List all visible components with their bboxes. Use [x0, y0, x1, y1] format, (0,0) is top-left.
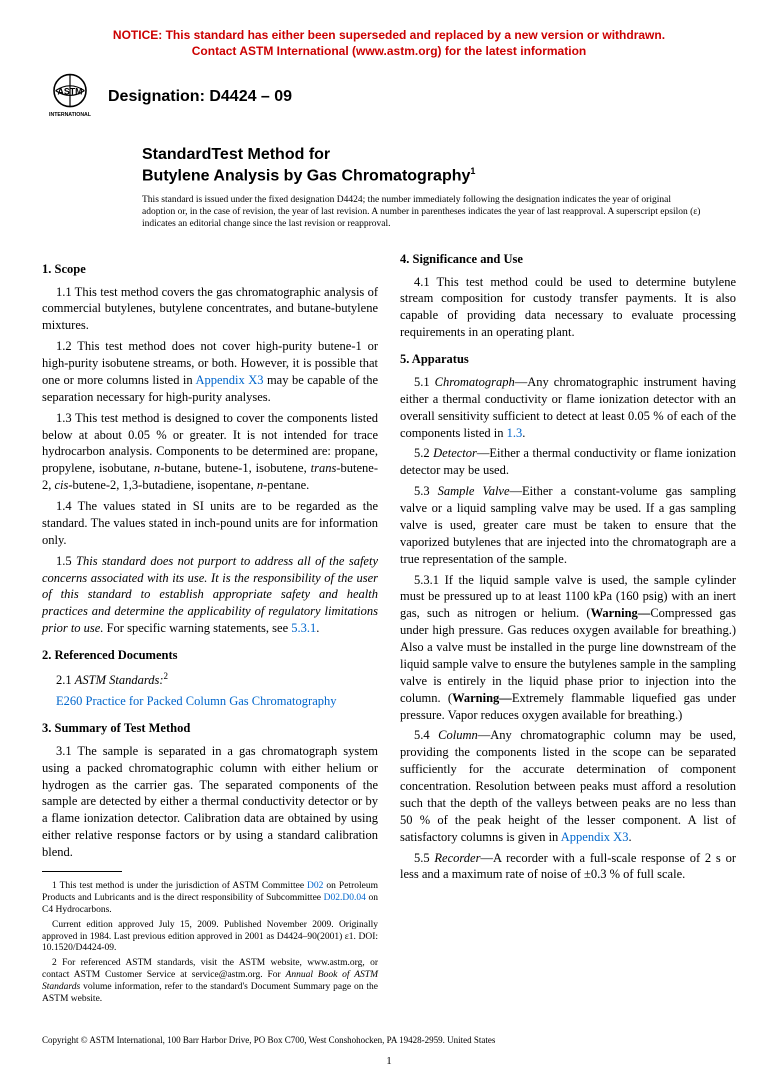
para-1-4: 1.4 The values stated in SI units are to…: [42, 498, 378, 549]
link-5-3-1[interactable]: 5.3.1: [291, 621, 316, 635]
notice-line1: NOTICE: This standard has either been su…: [113, 28, 665, 42]
link-d02[interactable]: D02: [307, 881, 323, 891]
astm-logo: ASTM INTERNATIONAL: [42, 73, 98, 121]
para-5-2: 5.2 Detector—Either a thermal conductivi…: [400, 445, 736, 479]
para-4-1: 4.1 This test method could be used to de…: [400, 274, 736, 342]
section-4-head: 4. Significance and Use: [400, 251, 736, 268]
notice-line2: Contact ASTM International (www.astm.org…: [192, 44, 586, 58]
link-d02-d0-04[interactable]: D02.D0.04: [324, 893, 366, 903]
link-e260[interactable]: E260 Practice for Packed Column Gas Chro…: [56, 693, 378, 710]
link-appendix-x3-b[interactable]: Appendix X3: [561, 830, 629, 844]
title-block: StandardTest Method for Butylene Analysi…: [142, 145, 736, 187]
section-1-head: 1. Scope: [42, 261, 378, 278]
copyright: Copyright © ASTM International, 100 Barr…: [42, 1034, 736, 1046]
section-2-head: 2. Referenced Documents: [42, 647, 378, 664]
section-5-head: 5. Apparatus: [400, 351, 736, 368]
title-line2: Butylene Analysis by Gas Chromatography1: [142, 166, 736, 187]
section-3-head: 3. Summary of Test Method: [42, 720, 378, 737]
footnote-1: 1 This test method is under the jurisdic…: [42, 876, 378, 917]
notice-banner: NOTICE: This standard has either been su…: [42, 28, 736, 59]
title-line1: StandardTest Method for: [142, 145, 736, 166]
para-2-1: 2.1 ASTM Standards:2: [42, 670, 378, 689]
link-appendix-x3-a[interactable]: Appendix X3: [195, 373, 263, 387]
para-1-2: 1.2 This test method does not cover high…: [42, 338, 378, 406]
link-1-3[interactable]: 1.3: [507, 426, 523, 440]
logo-text-top: ASTM: [58, 87, 83, 97]
para-1-5: 1.5 This standard does not purport to ad…: [42, 553, 378, 637]
para-1-1: 1.1 This test method covers the gas chro…: [42, 284, 378, 335]
issuance-note: This standard is issued under the fixed …: [142, 195, 736, 231]
para-3-1: 3.1 The sample is separated in a gas chr…: [42, 743, 378, 861]
logo-text-bottom: INTERNATIONAL: [49, 112, 92, 118]
para-5-1: 5.1 Chromatograph—Any chromatographic in…: [400, 374, 736, 442]
para-5-4: 5.4 Column—Any chromatographic column ma…: [400, 727, 736, 845]
para-5-3-1: 5.3.1 If the liquid sample valve is used…: [400, 572, 736, 724]
body-columns: 1. Scope 1.1 This test method covers the…: [42, 251, 736, 1006]
header-row: ASTM INTERNATIONAL Designation: D4424 – …: [42, 73, 736, 121]
footnote-separator: [42, 871, 122, 872]
designation: Designation: D4424 – 09: [108, 86, 292, 108]
footnote-2: 2 For referenced ASTM standards, visit t…: [42, 958, 378, 1006]
para-5-5: 5.5 Recorder—A recorder with a full-scal…: [400, 850, 736, 884]
footnote-1b: Current edition approved July 15, 2009. …: [42, 920, 378, 956]
page-number: 1: [42, 1054, 736, 1069]
para-1-3: 1.3 This test method is designed to cove…: [42, 410, 378, 494]
para-5-3: 5.3 Sample Valve—Either a constant-volum…: [400, 483, 736, 567]
